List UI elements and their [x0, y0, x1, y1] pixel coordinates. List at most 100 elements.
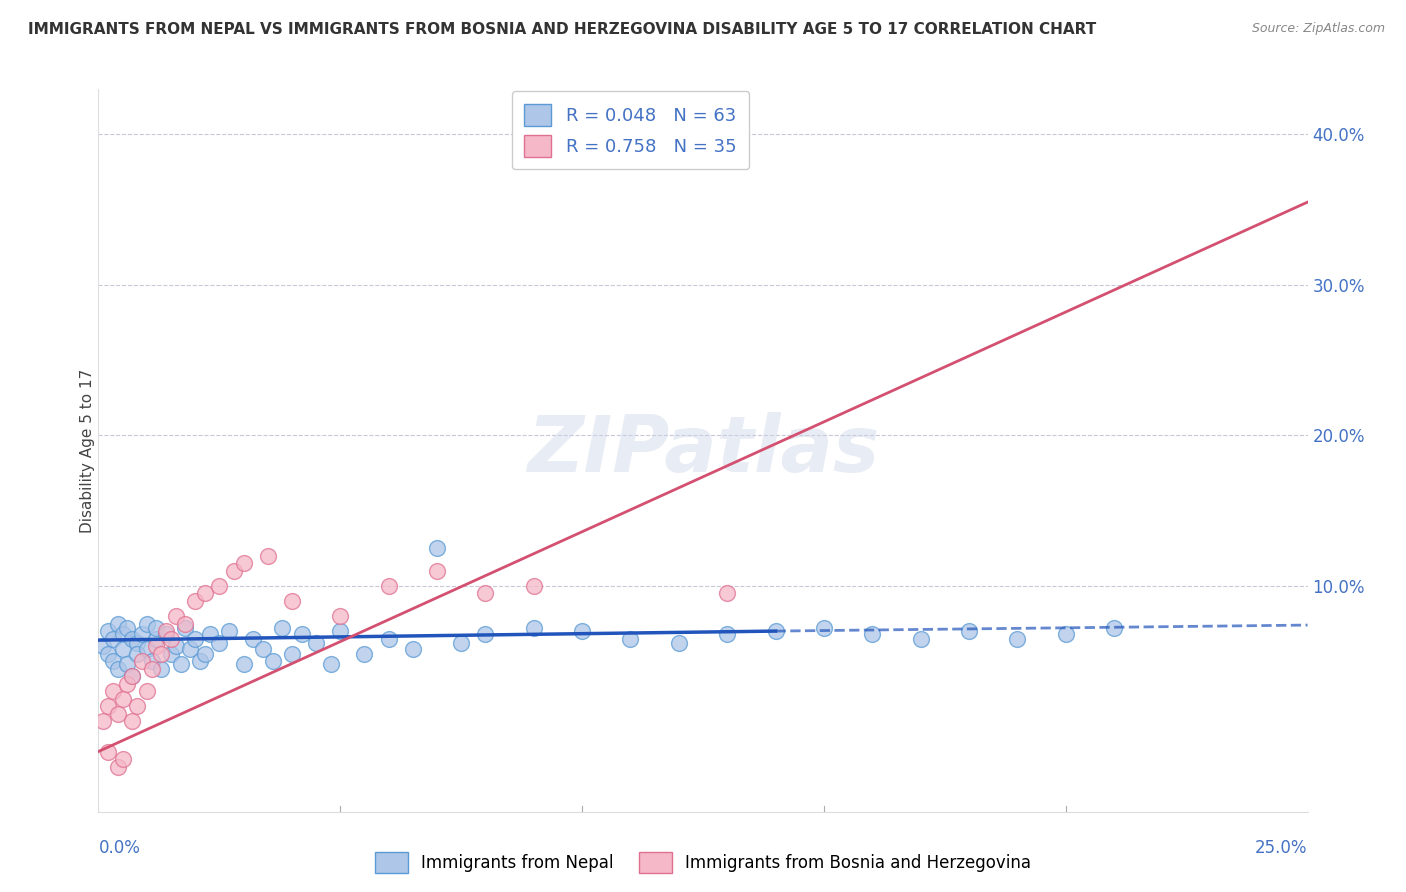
Point [97, 647, 120, 661]
Point [765, 624, 787, 639]
Point [353, 647, 375, 661]
Point [194, 586, 217, 600]
Point [111, 627, 134, 641]
Point [377, 579, 399, 593]
Point [174, 616, 197, 631]
Point [117, 621, 139, 635]
Point [127, 636, 149, 650]
Point [101, 632, 124, 646]
Point [127, 647, 149, 661]
Point [174, 621, 197, 635]
Point [194, 647, 217, 661]
Point [198, 627, 221, 641]
Point [107, 706, 129, 721]
Point [716, 627, 738, 641]
Point [117, 677, 139, 691]
Point [188, 654, 211, 668]
Point [474, 627, 496, 641]
Text: ZIPatlas: ZIPatlas [527, 412, 879, 489]
Point [101, 654, 124, 668]
Point [619, 632, 641, 646]
Point [957, 624, 980, 639]
Point [1007, 632, 1029, 646]
Point [290, 627, 312, 641]
Point [377, 632, 399, 646]
Point [523, 621, 546, 635]
Point [135, 642, 157, 657]
Point [131, 627, 153, 641]
Point [319, 657, 342, 672]
Point [160, 632, 183, 646]
Point [141, 654, 163, 668]
Point [329, 609, 352, 624]
Point [97, 699, 120, 714]
Point [127, 699, 149, 714]
Point [97, 624, 120, 639]
Point [571, 624, 593, 639]
Point [111, 642, 134, 657]
Text: 0.0%: 0.0% [98, 838, 141, 857]
Point [813, 621, 835, 635]
Point [145, 632, 167, 646]
Point [107, 616, 129, 631]
Point [150, 662, 173, 676]
Point [426, 541, 449, 556]
Point [155, 627, 177, 641]
Point [1054, 627, 1077, 641]
Point [141, 662, 163, 676]
Legend: Immigrants from Nepal, Immigrants from Bosnia and Herzegovina: Immigrants from Nepal, Immigrants from B… [368, 846, 1038, 880]
Point [305, 636, 328, 650]
Point [97, 744, 120, 758]
Point [668, 636, 690, 650]
Text: Source: ZipAtlas.com: Source: ZipAtlas.com [1251, 22, 1385, 36]
Point [121, 669, 143, 683]
Point [232, 657, 254, 672]
Point [329, 624, 352, 639]
Text: IMMIGRANTS FROM NEPAL VS IMMIGRANTS FROM BOSNIA AND HERZEGOVINA DISABILITY AGE 5: IMMIGRANTS FROM NEPAL VS IMMIGRANTS FROM… [28, 22, 1097, 37]
Point [165, 609, 187, 624]
Point [160, 647, 183, 661]
Point [121, 632, 143, 646]
Point [208, 636, 231, 650]
Point [111, 691, 134, 706]
Point [117, 657, 139, 672]
Point [218, 624, 240, 639]
Point [135, 616, 157, 631]
Point [252, 642, 274, 657]
Point [860, 627, 883, 641]
Point [910, 632, 932, 646]
Point [1102, 621, 1125, 635]
Point [474, 586, 496, 600]
Point [150, 647, 173, 661]
Y-axis label: Disability Age 5 to 17: Disability Age 5 to 17 [80, 368, 94, 533]
Point [145, 639, 167, 653]
Point [716, 586, 738, 600]
Point [101, 684, 124, 698]
Point [107, 662, 129, 676]
Point [281, 647, 304, 661]
Point [131, 654, 153, 668]
Point [165, 639, 187, 653]
Point [121, 669, 143, 683]
Point [145, 621, 167, 635]
Point [121, 714, 143, 729]
Point [169, 657, 191, 672]
Point [222, 564, 245, 578]
Text: 25.0%: 25.0% [1256, 838, 1308, 857]
Point [402, 642, 425, 657]
Point [450, 636, 472, 650]
Point [256, 549, 278, 563]
Point [135, 684, 157, 698]
Point [271, 621, 294, 635]
Point [523, 579, 546, 593]
Point [242, 632, 264, 646]
Point [262, 654, 284, 668]
Point [208, 579, 231, 593]
Point [184, 594, 207, 608]
Point [111, 752, 134, 766]
Point [91, 714, 114, 729]
Point [232, 557, 254, 571]
Point [716, 112, 738, 127]
Legend: R = 0.048   N = 63, R = 0.758   N = 35: R = 0.048 N = 63, R = 0.758 N = 35 [512, 91, 749, 169]
Point [426, 564, 449, 578]
